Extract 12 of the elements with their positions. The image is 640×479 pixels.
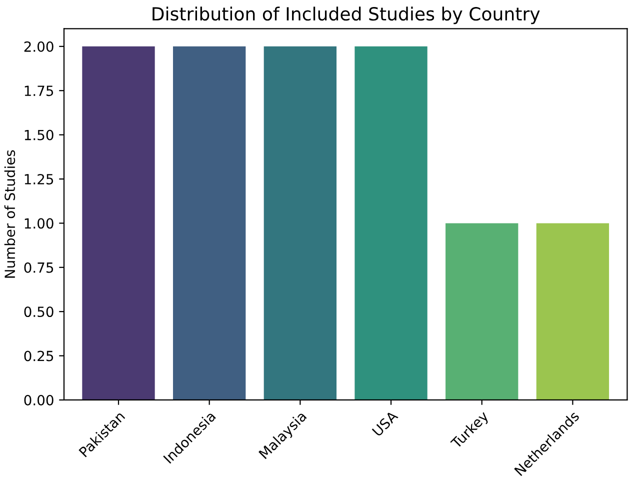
y-tick-label: 1.25 — [24, 174, 54, 184]
y-tick-label: 0.50 — [24, 306, 54, 318]
y-tick-label: 0.00 — [24, 394, 54, 406]
y-tick-label: 1.75 — [24, 86, 54, 96]
y-tick-label: 0.25 — [24, 350, 54, 362]
y-tick-label: 0.75 — [24, 262, 54, 273]
y-tick-label: 1.00 — [24, 218, 54, 229]
y-tick-label: 2.00 — [24, 41, 54, 52]
x-tick-label: USA — [372, 410, 399, 437]
y-tick-label: 1.50 — [24, 130, 54, 140]
y-axis-title: Number of Studies — [4, 150, 16, 278]
chart-title: Distribution of Included Studies by Country — [152, 6, 540, 24]
